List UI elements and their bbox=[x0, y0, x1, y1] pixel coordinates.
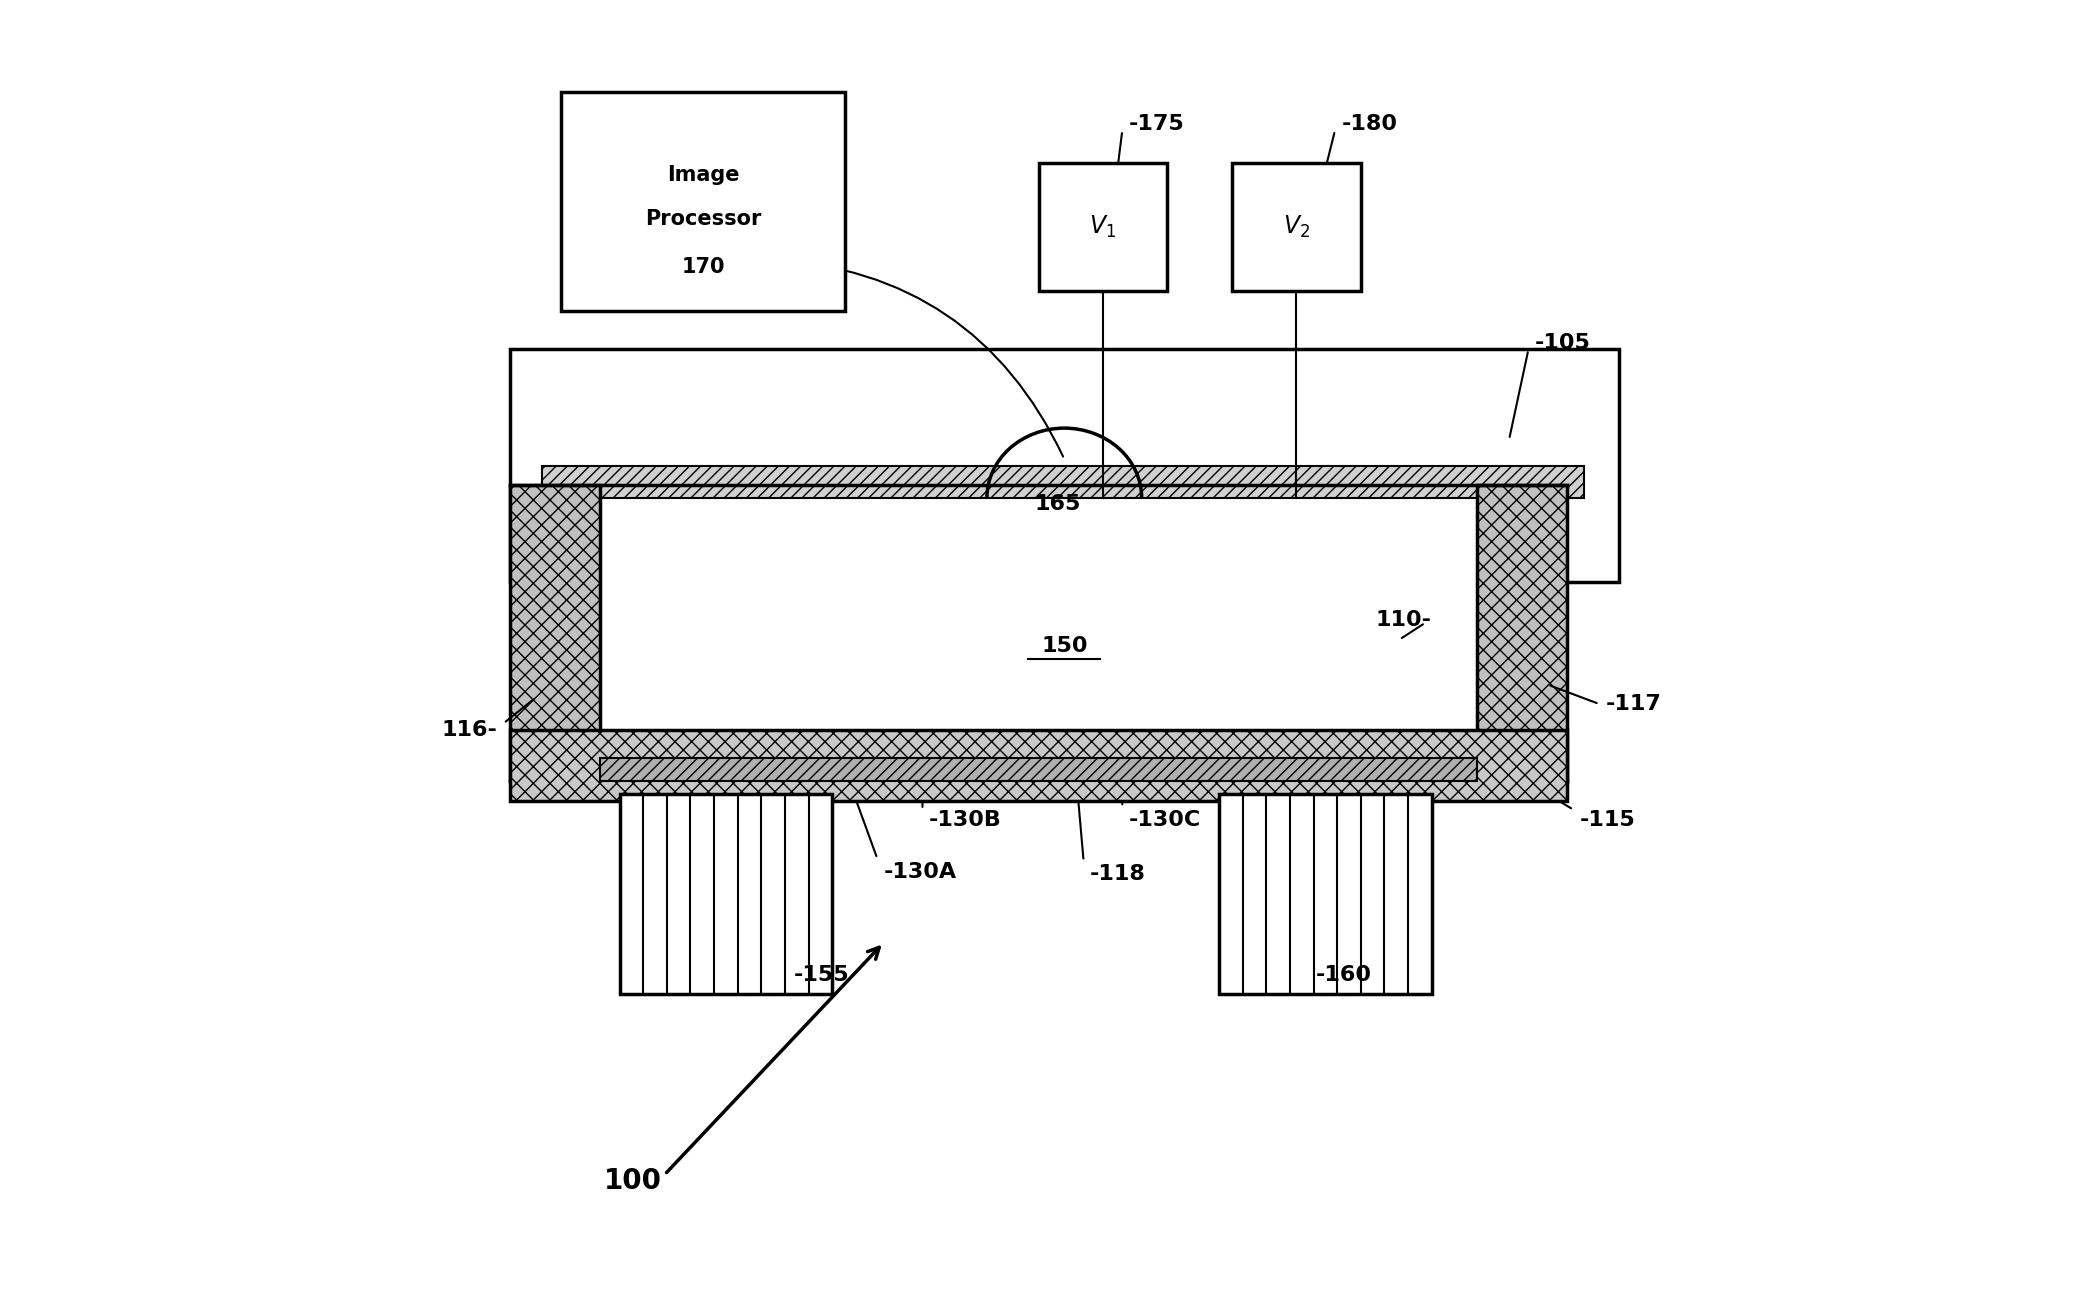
FancyBboxPatch shape bbox=[511, 484, 600, 782]
Text: -155: -155 bbox=[793, 965, 849, 985]
Text: $V_2$: $V_2$ bbox=[1284, 214, 1311, 240]
Bar bbox=[600, 758, 1477, 782]
Bar bbox=[542, 465, 1585, 497]
Text: -160: -160 bbox=[1315, 965, 1371, 985]
FancyBboxPatch shape bbox=[600, 497, 1477, 743]
Text: 170: 170 bbox=[681, 257, 725, 276]
FancyBboxPatch shape bbox=[511, 730, 1566, 801]
Text: -115: -115 bbox=[1581, 810, 1637, 829]
Text: -175: -175 bbox=[1128, 114, 1184, 134]
FancyBboxPatch shape bbox=[1477, 484, 1566, 782]
Text: -130C: -130C bbox=[1128, 810, 1201, 829]
Text: -117: -117 bbox=[1606, 694, 1662, 714]
FancyBboxPatch shape bbox=[511, 349, 1618, 581]
Text: 165: 165 bbox=[1034, 494, 1080, 514]
Text: Image: Image bbox=[667, 165, 739, 185]
Text: -130A: -130A bbox=[885, 862, 957, 881]
Text: 116-: 116- bbox=[440, 720, 496, 740]
FancyBboxPatch shape bbox=[561, 92, 845, 311]
Text: -180: -180 bbox=[1342, 114, 1398, 134]
FancyBboxPatch shape bbox=[1219, 795, 1431, 994]
FancyBboxPatch shape bbox=[1038, 163, 1167, 292]
FancyBboxPatch shape bbox=[1232, 163, 1360, 292]
Text: -130B: -130B bbox=[928, 810, 1001, 829]
Text: 110-: 110- bbox=[1375, 610, 1431, 630]
Text: 150: 150 bbox=[1041, 636, 1088, 656]
Text: -105: -105 bbox=[1535, 333, 1591, 353]
FancyBboxPatch shape bbox=[619, 795, 833, 994]
Text: Processor: Processor bbox=[646, 209, 762, 229]
Text: $V_1$: $V_1$ bbox=[1090, 214, 1117, 240]
Text: -118: -118 bbox=[1090, 864, 1147, 884]
Text: 100: 100 bbox=[604, 1167, 660, 1195]
